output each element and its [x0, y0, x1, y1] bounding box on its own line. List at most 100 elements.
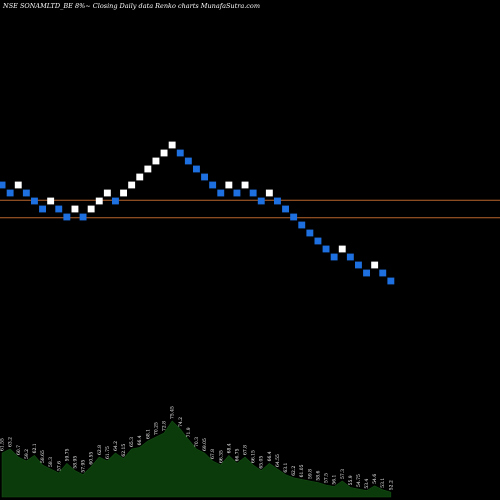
volume-label: 57.5 — [324, 473, 330, 483]
renko-brick-down — [249, 189, 257, 197]
renko-bricks — [0, 141, 395, 285]
renko-brick-down — [306, 229, 314, 237]
renko-brick-down — [6, 189, 14, 197]
renko-brick-down — [0, 181, 6, 189]
renko-brick-up — [144, 165, 152, 173]
renko-brick-up — [95, 197, 103, 205]
volume-label: 66.15 — [251, 450, 257, 463]
volume-label: 59.8 — [307, 469, 313, 479]
renko-brick-up — [225, 181, 233, 189]
renko-brick-up — [120, 189, 127, 197]
renko-brick-down — [39, 205, 46, 213]
renko-brick-down — [22, 189, 30, 197]
volume-label: 64.55 — [275, 454, 281, 467]
renko-brick-up — [160, 149, 168, 157]
chart-title: NSE SONAMLTD_BE 8%~ Closing Daily data R… — [2, 2, 260, 10]
volume-label: 62.1 — [32, 443, 38, 453]
renko-brick-down — [290, 213, 298, 221]
renko-brick-down — [257, 197, 265, 205]
volume-label: 58.95 — [72, 456, 78, 469]
renko-brick-down — [209, 181, 217, 189]
volume-label: 72.8 — [162, 421, 168, 431]
renko-brick-up — [71, 205, 79, 213]
volume-label: 74.2 — [178, 417, 184, 427]
volume-label: 65.05 — [259, 456, 265, 469]
volume-label: 53.4 — [364, 478, 370, 488]
renko-brick-down — [193, 165, 200, 173]
volume-label: 54.75 — [356, 474, 362, 487]
volume-label: 59.2 — [24, 449, 30, 459]
volume-label: 56.1 — [332, 474, 338, 484]
renko-brick-down — [379, 269, 387, 277]
volume-label: 67.8 — [210, 449, 216, 459]
renko-brick-up — [152, 157, 160, 165]
renko-brick-down — [176, 149, 184, 157]
volume-label: 54.6 — [372, 474, 378, 484]
volume-label: 60.55 — [89, 452, 95, 465]
volume-label: 68.4 — [226, 443, 232, 453]
renko-brick-up — [14, 181, 22, 189]
renko-brick-down — [55, 205, 63, 213]
volume-label: 63.1 — [283, 462, 289, 472]
volume-label: 66.4 — [267, 451, 273, 461]
volume-label: 52.2 — [388, 480, 394, 490]
renko-brick-up — [371, 261, 379, 269]
renko-brick-down — [184, 157, 192, 165]
volume-label: 65.3 — [129, 437, 135, 447]
volume-label: 66.35 — [218, 450, 224, 463]
volume-label: 57.3 — [340, 469, 346, 479]
volume-label: 58.65 — [40, 450, 46, 463]
volume-label: 66.4 — [137, 435, 143, 445]
renko-brick-down — [282, 205, 289, 213]
renko-brick-down — [363, 269, 370, 277]
renko-brick-down — [330, 253, 338, 261]
renko-brick-down — [298, 221, 306, 229]
volume-label: 66.75 — [234, 448, 240, 461]
volume-label: 58.3 — [48, 457, 54, 467]
volume-label: 62.15 — [121, 444, 127, 457]
renko-brick-down — [79, 213, 87, 221]
renko-brick-down — [233, 189, 241, 197]
volume-label: 68.1 — [145, 429, 151, 439]
volume-label: 59.75 — [64, 448, 70, 461]
renko-brick-down — [314, 237, 322, 245]
volume-label: 61.55 — [0, 438, 6, 451]
renko-brick-up — [168, 141, 176, 149]
renko-brick-up — [338, 245, 346, 253]
volume-area: 61.55 63.260.7 59.262.158.65 58.3 57.659.755… — [0, 406, 394, 498]
renko-brick-down — [112, 197, 119, 205]
volume-label: 64.2 — [113, 441, 119, 451]
volume-label: 69.05 — [202, 438, 208, 451]
renko-brick-down — [274, 197, 281, 205]
volume-label: 55.9 — [348, 475, 354, 485]
renko-brick-up — [136, 173, 144, 181]
renko-brick-up — [241, 181, 249, 189]
volume-label: 61.05 — [299, 464, 305, 477]
renko-brick-down — [346, 253, 354, 261]
volume-label: 71.9 — [186, 427, 192, 437]
volume-label: 58.6 — [315, 470, 321, 480]
renko-brick-down — [322, 245, 330, 253]
renko-brick-down — [63, 213, 71, 221]
volume-label: 62.2 — [291, 466, 297, 476]
volume-label: 57.95 — [81, 460, 87, 473]
volume-label: 57.6 — [56, 461, 62, 471]
volume-label: 53.1 — [380, 478, 386, 488]
volume-label: 63.2 — [8, 437, 14, 447]
renko-brick-up — [265, 189, 273, 197]
volume-label: 60.7 — [16, 445, 22, 455]
volume-label: 70.25 — [153, 422, 159, 435]
volume-label: 75.45 — [170, 406, 176, 419]
renko-brick-up — [128, 181, 136, 189]
volume-label: 61.75 — [105, 446, 111, 459]
renko-brick-down — [31, 197, 38, 205]
renko-brick-down — [201, 173, 208, 181]
volume-area-fill — [1, 420, 392, 498]
renko-brick-down — [355, 261, 362, 269]
renko-brick-down — [217, 189, 225, 197]
renko-brick-up — [103, 189, 111, 197]
renko-brick-down — [387, 277, 395, 285]
renko-brick-up — [87, 205, 95, 213]
